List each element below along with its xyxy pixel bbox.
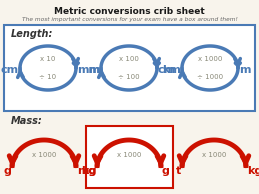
Text: g: g [162, 166, 170, 176]
Text: mg: mg [77, 166, 96, 176]
Text: x 1000: x 1000 [198, 56, 222, 62]
Text: The most important conversions for your exam have a box around them!: The most important conversions for your … [21, 17, 238, 22]
Text: kg: kg [247, 166, 259, 176]
Text: m: m [89, 65, 100, 75]
Text: m: m [239, 65, 250, 75]
Text: cm: cm [158, 65, 176, 75]
Text: ÷ 100: ÷ 100 [118, 74, 140, 80]
Text: Mass:: Mass: [11, 116, 43, 126]
Text: kg: kg [81, 166, 96, 176]
Text: x 10: x 10 [40, 56, 56, 62]
Text: Metric conversions crib sheet: Metric conversions crib sheet [54, 7, 205, 16]
Text: t: t [176, 166, 181, 176]
Text: Length:: Length: [11, 29, 53, 39]
Text: ÷ 1000: ÷ 1000 [197, 74, 223, 80]
Bar [86, 126, 173, 188]
Text: x 100: x 100 [119, 56, 139, 62]
Text: km: km [162, 65, 181, 75]
Text: g: g [3, 166, 11, 176]
Text: x 1000: x 1000 [32, 152, 56, 158]
Text: cm: cm [1, 65, 19, 75]
Text: x 1000: x 1000 [117, 152, 141, 158]
Text: mm: mm [77, 65, 100, 75]
Bar [4, 25, 255, 111]
Text: x 1000: x 1000 [202, 152, 226, 158]
Text: ÷ 10: ÷ 10 [39, 74, 56, 80]
